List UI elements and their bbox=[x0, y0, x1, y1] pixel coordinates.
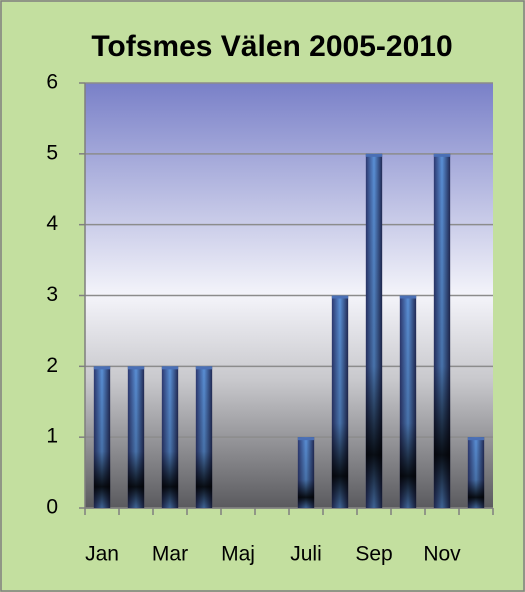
bar bbox=[161, 366, 179, 508]
y-tick-label: 0 bbox=[46, 496, 58, 519]
bar bbox=[127, 366, 145, 508]
bar bbox=[331, 295, 349, 508]
bar bbox=[365, 153, 383, 509]
y-tick-label: 4 bbox=[46, 212, 58, 235]
x-tick-label: Mar bbox=[152, 543, 188, 566]
x-tick-label: Sep bbox=[355, 543, 392, 566]
y-tick-label: 6 bbox=[46, 71, 58, 94]
y-tick-label: 1 bbox=[46, 425, 58, 448]
y-tick-label: 5 bbox=[46, 141, 58, 164]
x-tick-label: Nov bbox=[423, 543, 461, 566]
y-tick-label: 3 bbox=[46, 283, 58, 306]
bar bbox=[195, 366, 213, 508]
x-tick-label: Jan bbox=[85, 543, 119, 566]
y-tick-label: 2 bbox=[46, 354, 58, 377]
bar bbox=[467, 437, 485, 508]
bar bbox=[433, 153, 451, 509]
x-tick-label: Maj bbox=[221, 543, 255, 566]
x-tick-label: Juli bbox=[290, 543, 322, 566]
bar bbox=[93, 366, 111, 508]
chart-title: Tofsmes Välen 2005-2010 bbox=[91, 30, 452, 63]
bar bbox=[297, 437, 315, 508]
bar bbox=[399, 295, 417, 508]
